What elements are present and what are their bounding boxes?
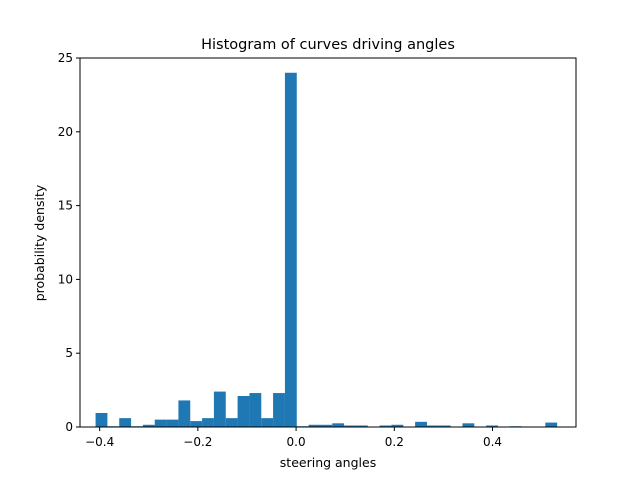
bars-group xyxy=(95,72,558,427)
histogram-bar xyxy=(119,418,132,427)
chart-title: Histogram of curves driving angles xyxy=(201,37,455,53)
histogram-bar xyxy=(438,425,451,427)
y-tick-label: 10 xyxy=(58,272,73,286)
x-tick-label: 0.4 xyxy=(483,435,502,449)
histogram-bar xyxy=(391,424,404,427)
histogram-bar xyxy=(545,422,558,427)
histogram-bar xyxy=(261,418,274,427)
histogram-bar xyxy=(273,393,285,427)
histogram-bar xyxy=(426,425,439,427)
histogram-bar xyxy=(202,418,214,427)
histogram-bar xyxy=(415,421,427,427)
histogram-bar xyxy=(344,425,356,427)
y-tick-label: 15 xyxy=(58,199,73,213)
y-tick-label: 0 xyxy=(65,420,73,434)
x-tick-label: −0.2 xyxy=(183,435,212,449)
histogram-bar xyxy=(154,419,167,427)
histogram-bar xyxy=(178,400,191,427)
axes-group: −0.4 −0.2 0.0 0.2 0.4 0 5 10 15 20 25 xyxy=(58,51,577,449)
y-tick-label: 20 xyxy=(58,125,73,139)
histogram-bar xyxy=(95,412,108,427)
x-tick-label: −0.4 xyxy=(85,435,114,449)
histogram-bar xyxy=(166,419,179,427)
x-axis-title: steering angles xyxy=(280,455,376,470)
x-tick-label: 0.2 xyxy=(385,435,404,449)
histogram-bar xyxy=(190,421,203,427)
histogram-bar xyxy=(355,425,368,427)
histogram-bar xyxy=(249,393,262,427)
histogram-bar xyxy=(308,424,321,427)
plot-frame xyxy=(79,57,577,428)
y-tick-label: 5 xyxy=(65,346,73,360)
histogram-bar xyxy=(320,424,333,427)
histogram-bar xyxy=(237,396,250,427)
histogram-bar xyxy=(332,423,345,427)
histogram-bar xyxy=(462,423,475,427)
histogram-bar xyxy=(379,425,392,427)
y-tick-label: 25 xyxy=(58,51,73,65)
histogram-bar xyxy=(213,391,226,427)
histogram-bar xyxy=(225,418,238,427)
histogram-bar xyxy=(142,424,155,427)
y-axis-title: probability density xyxy=(32,184,47,301)
histogram-bar xyxy=(486,425,498,427)
histogram-bar xyxy=(284,72,297,427)
x-tick-label: 0.0 xyxy=(287,435,306,449)
